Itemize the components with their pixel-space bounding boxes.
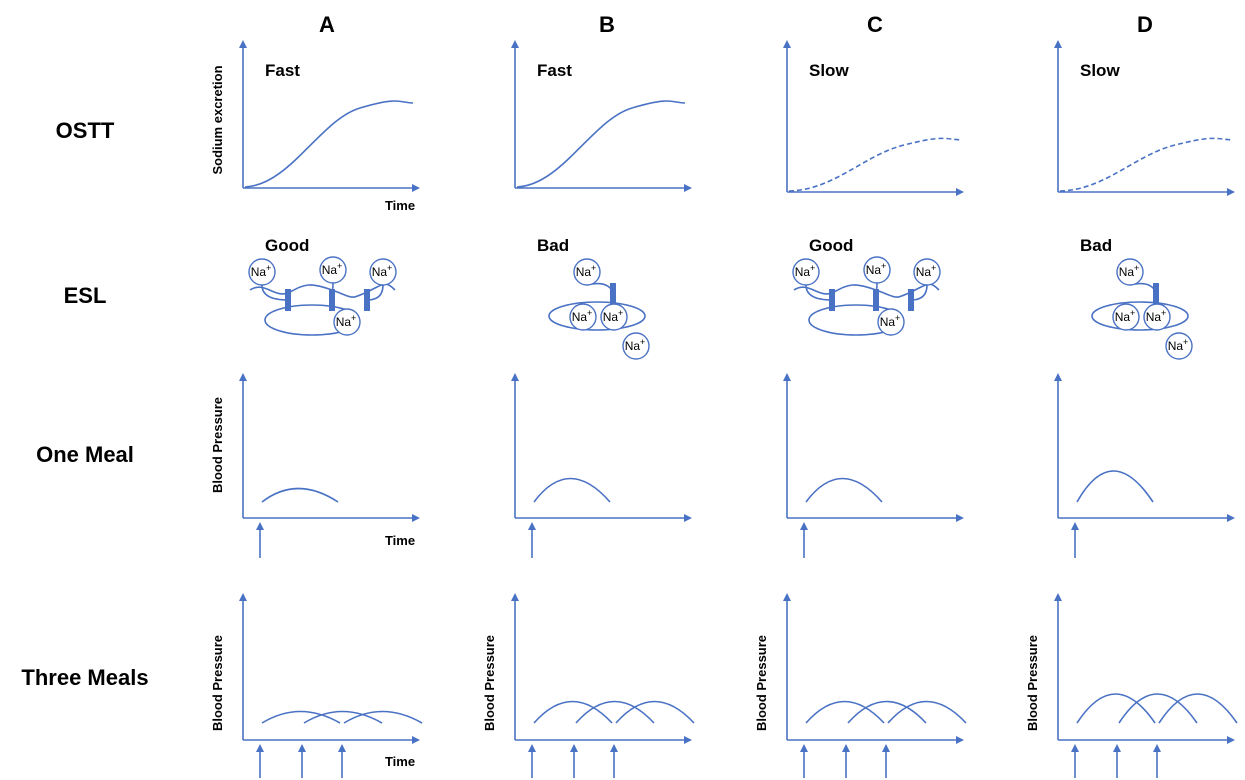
ion-charge: + [266, 263, 271, 273]
ion-charge: + [1130, 308, 1135, 318]
glycocalyx [794, 284, 939, 297]
speed-label: Fast [265, 61, 300, 80]
ion-charge: + [1134, 263, 1139, 273]
ion-symbol: Na [603, 310, 619, 324]
channel [829, 289, 835, 311]
ion-symbol: Na [866, 263, 882, 277]
ion-charge: + [591, 263, 596, 273]
glycocalyx [250, 284, 395, 297]
tether [332, 283, 333, 290]
esl-state: Bad [537, 236, 569, 255]
y-axis-label: Blood Pressure [482, 635, 497, 731]
figure: OSTT ESL One Meal Three Meals A Fast Sodiu… [0, 0, 1245, 780]
bp-curve [1159, 694, 1237, 723]
ion-charge: + [351, 313, 356, 323]
bp-curve [806, 479, 882, 503]
esl-state: Good [265, 236, 309, 255]
ion-charge: + [881, 261, 886, 271]
ion-symbol: Na [322, 263, 338, 277]
excretion-curve [789, 138, 962, 191]
column-header: C [867, 12, 883, 37]
row-label: One Meal [36, 442, 134, 467]
ion-symbol: Na [336, 315, 352, 329]
ion-charge: + [640, 337, 645, 347]
y-axis-label: Blood Pressure [754, 635, 769, 731]
ion-symbol: Na [1119, 265, 1135, 279]
row-label: ESL [64, 283, 107, 308]
channel [873, 289, 879, 311]
ion-charge: + [337, 261, 342, 271]
ion-symbol: Na [372, 265, 388, 279]
channel [1153, 283, 1159, 305]
ion-symbol: Na [880, 315, 896, 329]
ion-symbol: Na [1146, 310, 1162, 324]
x-axis-label: Time [385, 533, 415, 548]
ion-symbol: Na [916, 265, 932, 279]
y-axis-label: Sodium excretion [210, 65, 225, 174]
x-axis-label: Time [385, 198, 415, 213]
row-label: OSTT [56, 118, 115, 143]
esl-state: Good [809, 236, 853, 255]
tether [876, 283, 877, 290]
excretion-curve [517, 101, 685, 187]
ion-charge: + [387, 263, 392, 273]
ion-symbol: Na [1168, 339, 1184, 353]
ion-symbol: Na [625, 339, 641, 353]
ion-charge: + [810, 263, 815, 273]
channel [329, 289, 335, 311]
cell [549, 302, 645, 330]
ion-symbol: Na [572, 310, 588, 324]
ion-charge: + [931, 263, 936, 273]
ion-symbol: Na [1115, 310, 1131, 324]
column-header: A [319, 12, 335, 37]
column-header: D [1137, 12, 1153, 37]
excretion-curve [1060, 138, 1233, 191]
bp-curve [534, 479, 610, 503]
ion-symbol: Na [576, 265, 592, 279]
channel [285, 289, 291, 311]
ion-charge: + [1183, 337, 1188, 347]
column-header: B [599, 12, 615, 37]
column: SlowGoodNa+Na+Na+Na+Blood Pressure [754, 42, 966, 778]
ion-charge: + [1161, 308, 1166, 318]
channel [908, 289, 914, 311]
channel [610, 283, 616, 305]
speed-label: Slow [809, 61, 849, 80]
excretion-curve [245, 101, 413, 187]
ion-symbol: Na [251, 265, 267, 279]
y-axis-label: Blood Pressure [210, 397, 225, 493]
ion-charge: + [587, 308, 592, 318]
y-axis-label: Blood Pressure [210, 635, 225, 731]
esl-state: Bad [1080, 236, 1112, 255]
speed-label: Slow [1080, 61, 1120, 80]
bp-curve [262, 489, 338, 503]
cell [1092, 302, 1188, 330]
y-axis-label: Blood Pressure [1025, 635, 1040, 731]
speed-label: Fast [537, 61, 572, 80]
channel [364, 289, 370, 311]
ion-charge: + [895, 313, 900, 323]
bp-curve [1077, 471, 1153, 502]
ion-symbol: Na [795, 265, 811, 279]
row-label: Three Meals [21, 665, 148, 690]
ion-charge: + [618, 308, 623, 318]
x-axis-label: Time [385, 754, 415, 769]
